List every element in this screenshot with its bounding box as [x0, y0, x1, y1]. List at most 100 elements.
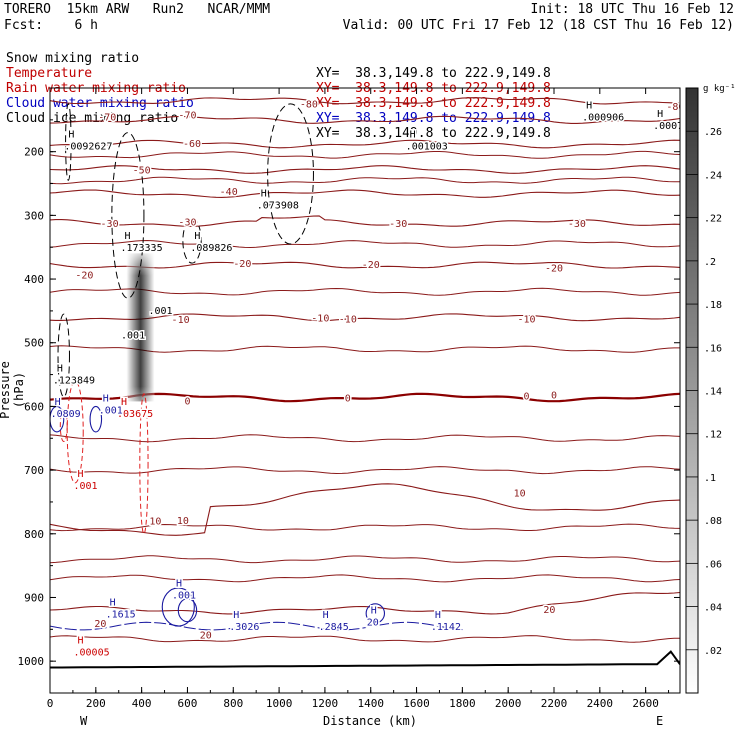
temperature-contour	[50, 189, 680, 198]
header-line1-left: TORERO 15km ARW Run2 NCAR/MMM	[4, 2, 271, 17]
temperature-label: 20	[367, 619, 379, 630]
temperature-label: -20	[545, 264, 563, 275]
cloud-water-maximum-label: .1142	[431, 622, 461, 633]
cloud-water-maximum-label: .001	[99, 406, 123, 417]
temperature-label: -10	[517, 315, 535, 326]
cloud-water-contour-line	[50, 621, 463, 631]
temperature-contour	[50, 165, 680, 174]
temperature-contour-minor	[50, 287, 680, 296]
x-tick-label: 1000	[266, 697, 293, 710]
x-tick-label: 600	[178, 697, 198, 710]
cloud-water-maximum-label: .2845	[319, 622, 349, 633]
ice-maximum-label: .0092627	[64, 141, 112, 152]
ice-maximum-label: .000737	[653, 121, 695, 132]
temperature-label: -40	[220, 187, 238, 198]
temperature-contour-minor	[50, 555, 680, 564]
x-axis-label: Distance (km)	[323, 714, 417, 728]
cloud-water-contour	[50, 405, 65, 433]
colorbar-tick-label: .04	[704, 603, 722, 614]
plot-frame	[49, 87, 681, 694]
cloud-water-maximum-marker: H	[233, 610, 239, 621]
cloud-water-contour	[177, 598, 198, 623]
temperature-label: 10	[149, 516, 161, 527]
ice-maximum-marker: H	[68, 129, 74, 140]
temperature-contour	[50, 483, 680, 536]
temperature-label: -30	[101, 219, 119, 230]
rain-maximum-marker: H	[77, 636, 83, 647]
cloud-water-maximum-label: .3026	[229, 622, 259, 633]
ice-maximum-marker: H	[124, 231, 130, 242]
temperature-contour-minor	[50, 523, 680, 532]
temperature-label: 0	[551, 390, 557, 401]
cloud-water-contour	[161, 587, 195, 627]
y-tick-label: 800	[24, 528, 44, 541]
temperature-label: 20	[543, 605, 555, 616]
cloud-water-maximum-label: 20	[367, 618, 379, 629]
snow-label: .001	[149, 306, 173, 317]
west-label: W	[80, 714, 88, 728]
colorbar-tick-label: .12	[704, 430, 722, 441]
ice-maximum-marker: H	[194, 231, 200, 242]
header-line1-right: Init: 18 UTC Thu 16 Feb 12	[530, 2, 735, 17]
cloud-water-maximum-marker: H	[103, 394, 109, 405]
y-axis-label: Pressure (hPa)	[0, 361, 26, 419]
temperature-label: -60	[183, 139, 201, 150]
cloud-water-maximum-label: .1615	[106, 609, 136, 620]
field-xy: XY= 38.3,149.8 to 222.9,149.8	[316, 111, 551, 126]
temperature-contour-minor	[50, 434, 680, 443]
ice-maximum-label: .089826	[190, 243, 232, 254]
temperature-contour-minor	[50, 574, 680, 583]
ice-contour	[57, 313, 70, 398]
field-xy: XY= 38.3,149.8 to 222.9,149.8	[316, 96, 551, 111]
ice-maximum-label: .173335	[120, 243, 162, 254]
cloud-water-maximum-marker: H	[176, 578, 182, 589]
y-tick-label: 700	[24, 464, 44, 477]
rain-maximum-label: .001	[73, 481, 97, 492]
temperature-label: -10	[339, 315, 357, 326]
temperature-label: -20	[233, 259, 251, 270]
field-name: Temperature	[6, 66, 93, 81]
colorbar-tick-label: .26	[704, 127, 722, 138]
y-tick-label: 900	[24, 591, 44, 604]
field-list: Snow mixing ratio XY= 38.3,149.8 to 222.…	[6, 36, 606, 141]
x-tick-label: 2000	[495, 697, 522, 710]
temperature-label: -30	[389, 219, 407, 230]
field-name: Cloud ice mixing ratio	[6, 111, 179, 126]
temperature-label: 0	[184, 397, 190, 408]
header-line2-right: Valid: 00 UTC Fri 17 Feb 12 (18 CST Thu …	[342, 18, 734, 33]
temperature-label: -30	[178, 218, 196, 229]
ice-contour	[182, 218, 202, 264]
rain-maximum-label: .03675	[117, 409, 153, 420]
temperature-contour-minor	[50, 150, 680, 159]
colorbar-tick-label: .06	[704, 559, 722, 570]
colorbar-tick-label: .1	[704, 473, 716, 484]
cloud-water-maximum-marker: H	[323, 610, 329, 621]
field-row: Cloud ice mixing ratio XY= 38.3,149.8 to…	[6, 96, 551, 141]
cloud-water-contour	[89, 405, 103, 433]
temperature-contour-minor	[50, 239, 680, 249]
field-xy: XY= 38.3,149.8 to 222.9,149.8	[316, 81, 551, 96]
x-tick-label: 1600	[403, 697, 430, 710]
cloud-water-maximum-marker: H	[371, 606, 377, 617]
temperature-label: 0	[345, 394, 351, 405]
ice-maximum-label: .001003	[406, 141, 448, 152]
colorbar-tick-label: .02	[704, 646, 722, 657]
x-tick-label: 2600	[632, 697, 659, 710]
temperature-contour-minor	[50, 635, 680, 643]
x-tick-label: 800	[223, 697, 243, 710]
temperature-label: -50	[133, 166, 151, 177]
temperature-contour	[50, 392, 680, 403]
colorbar-tick-label: .14	[704, 387, 722, 398]
cloud-water-maximum-marker: H	[435, 610, 441, 621]
x-tick-label: 1400	[357, 697, 384, 710]
field-xy: XY= 38.3,149.8 to 222.9,149.8	[316, 126, 551, 141]
y-tick-label: 500	[24, 337, 44, 350]
temperature-label: 10	[514, 488, 526, 499]
cloud-water-contour	[365, 603, 386, 624]
terrain-line	[50, 650, 680, 669]
snow-label: .001	[121, 330, 145, 341]
cloud-water-maximum-marker: H	[110, 597, 116, 608]
rain-maximum-label: .00005	[73, 648, 109, 659]
colorbar-tick-label: .18	[704, 300, 722, 311]
